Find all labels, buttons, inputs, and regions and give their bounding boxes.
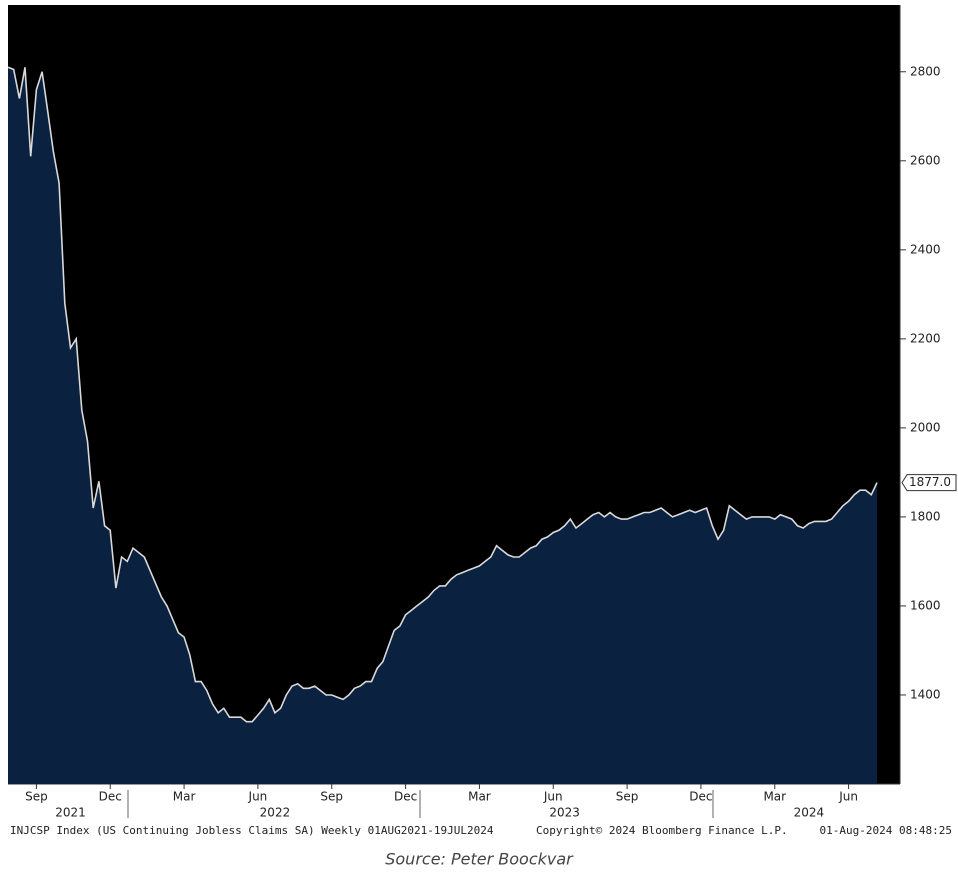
last-value-label: 1877.0 — [909, 475, 951, 489]
x-tick-label: Jun — [248, 790, 268, 804]
year-label: 2022 — [260, 806, 291, 820]
last-value-box — [901, 474, 957, 492]
year-label: 2021 — [55, 806, 86, 820]
x-tick-label: Dec — [99, 790, 122, 804]
x-tick-label: Mar — [173, 790, 196, 804]
footer-right: 01-Aug-2024 08:48:25 — [820, 824, 952, 837]
x-tick-label: Dec — [689, 790, 712, 804]
line — [7, 66, 878, 723]
x-tick-label: Sep — [320, 790, 343, 804]
y-tick-label: 2000 — [910, 420, 941, 434]
x-tick-label: Jun — [543, 790, 563, 804]
caption: Source: Peter Boockvar — [385, 850, 574, 869]
y-tick-label: 2400 — [910, 242, 941, 256]
y-tick-label: 1600 — [910, 598, 941, 612]
y-tick-label: 1800 — [910, 509, 941, 523]
year-label: 2024 — [794, 806, 825, 820]
y-tick-label: 2600 — [910, 153, 941, 167]
year-label: 2023 — [549, 806, 580, 820]
y-tick-label: 1400 — [910, 687, 941, 701]
x-tick-label: Dec — [394, 790, 417, 804]
footer-center: Copyright© 2024 Bloomberg Finance L.P. — [536, 824, 788, 837]
x-tick-label: Mar — [468, 790, 491, 804]
y-tick-label: 2800 — [910, 64, 941, 78]
x-tick-label: Sep — [616, 790, 639, 804]
area-fill — [8, 67, 877, 785]
x-tick-label: Sep — [25, 790, 48, 804]
y-tick-label: 2200 — [910, 331, 941, 345]
x-tick-label: Mar — [763, 790, 786, 804]
x-tick-label: Jun — [838, 790, 858, 804]
footer-left: INJCSP Index (US Continuing Jobless Clai… — [10, 824, 494, 837]
